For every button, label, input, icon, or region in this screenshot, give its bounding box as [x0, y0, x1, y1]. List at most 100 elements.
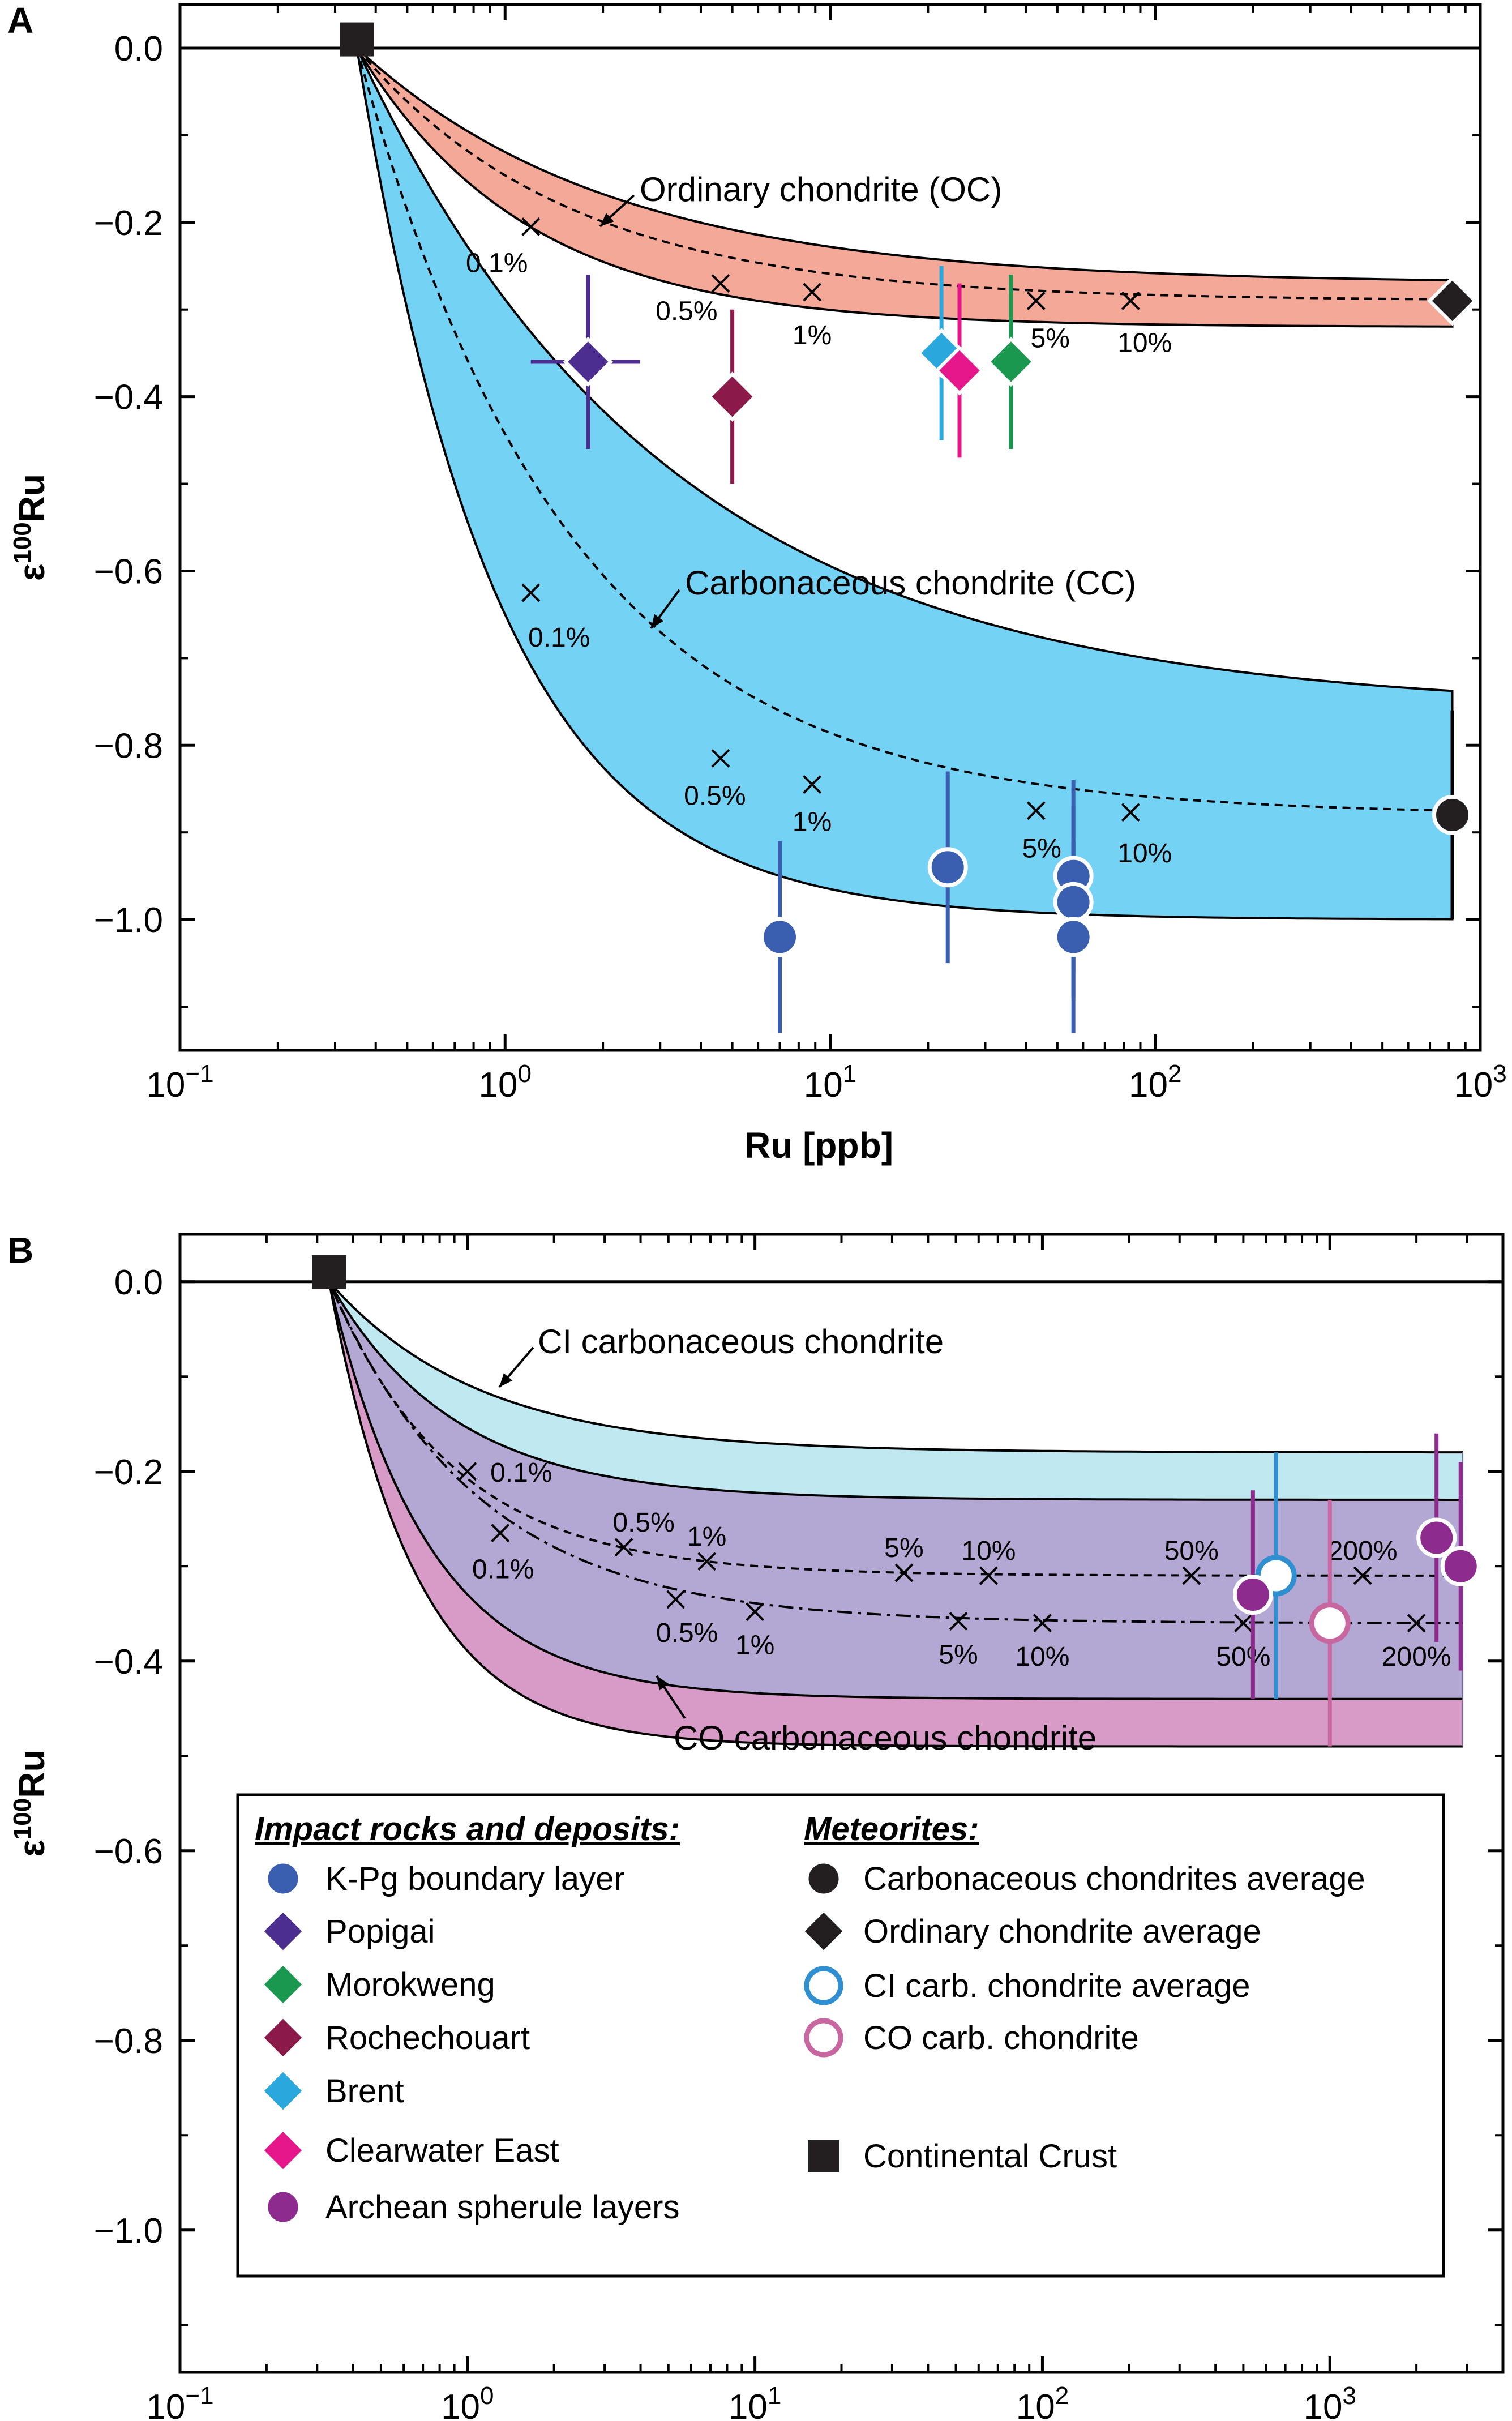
- b-y-tick-label: −0.2: [94, 1453, 163, 1492]
- legend-marker-k-pg-boundary-layer: [264, 1859, 302, 1898]
- co-mix-mark: [1233, 1614, 1253, 1633]
- a-y-axis-label: ε100Ru: [8, 474, 52, 581]
- ci-mix-mark: [697, 1552, 716, 1571]
- ci-mix-label: 1%: [687, 1522, 726, 1552]
- oc-mix-mark: [803, 283, 822, 302]
- ci-mix-mark: [458, 1462, 477, 1481]
- ci-mix-mark: [614, 1538, 633, 1557]
- a-point-k-pg-boundary-layer: [1053, 882, 1094, 922]
- legend-label: Popigai: [325, 1913, 435, 1950]
- a-x-tick-label: 100: [479, 1060, 532, 1105]
- co-curve-label: CO carbonaceous chondrite: [674, 1719, 1096, 1757]
- oc-mixing-line: [355, 47, 1453, 301]
- cc-label-arrow-head: [651, 614, 664, 628]
- cc-mix-label: 1%: [793, 807, 832, 837]
- ci-curve-label: CI carbonaceous chondrite: [538, 1323, 944, 1361]
- a-y-tick-label: −0.8: [94, 726, 163, 765]
- b-y-tick-label: −0.4: [94, 1642, 163, 1682]
- co-mix-label: 5%: [939, 1640, 978, 1670]
- co-mix-label: 0.5%: [656, 1618, 718, 1648]
- legend-marker-carbonaceous-chondrites-average: [804, 1859, 843, 1898]
- b-y-tick-label: −0.8: [94, 2022, 163, 2061]
- legend-label: Rochechouart: [325, 2020, 530, 2056]
- b-point-archean-spherule-layers: [1232, 1575, 1273, 1615]
- a-x-tick-label: 103: [1454, 1060, 1506, 1105]
- oc-mix-label: 0.5%: [656, 297, 717, 327]
- a-x-tick-label: 10−1: [146, 1060, 213, 1105]
- legend-label: Ordinary chondrite average: [863, 1913, 1261, 1950]
- oc-mix-label: 1%: [793, 320, 832, 350]
- ci-label-arrow-head: [499, 1373, 513, 1387]
- a-y-tick-label: −1.0: [94, 901, 163, 940]
- b-y-tick-label: 0.0: [114, 1263, 163, 1302]
- b-point-archean-spherule-layers: [1440, 1546, 1481, 1586]
- panel-a: 0.0 −0.2 −0.4 −0.6 −0.8 −1.0 10−1 100 101 102 103 R…: [7, 0, 1507, 1166]
- co-mix-mark: [949, 1611, 968, 1631]
- a-point-continental-crust: [340, 22, 374, 57]
- cc-mix-mark: [803, 775, 822, 794]
- oc-mix-label: 10%: [1117, 328, 1172, 358]
- ci-mix-label: 5%: [884, 1533, 923, 1563]
- co-mix-mark: [491, 1524, 510, 1543]
- legend-marker-morokweng: [259, 1961, 307, 2008]
- legend-marker-continental-crust: [808, 2140, 839, 2172]
- a-x-tick-label: 101: [804, 1060, 856, 1105]
- ci-mix-label: 200%: [1328, 1536, 1398, 1566]
- a-point-k-pg-boundary-layer: [760, 917, 800, 957]
- co-mix-mark: [1033, 1614, 1052, 1633]
- ci-mix-label: 10%: [961, 1536, 1016, 1566]
- band-edge-3: [328, 1281, 1463, 1748]
- legend: Impact rocks and deposits: Meteorites: K-P…: [236, 1793, 1445, 2278]
- b-point-archean-spherule-layers: [1416, 1517, 1457, 1558]
- oc-label-arrow-head: [600, 213, 614, 226]
- legend-marker-popigai: [259, 1907, 307, 1955]
- legend-marker-ci-carb-chondrite-average: [804, 1966, 843, 2005]
- legend-marker-clearwater-east: [259, 2127, 307, 2174]
- legend-label: Clearwater East: [325, 2132, 559, 2169]
- cc-mix-label: 10%: [1117, 839, 1172, 869]
- b-x-tick-label: 101: [729, 2382, 781, 2421]
- b-y-axis-label: ε100Ru: [8, 1750, 52, 1857]
- ci-co-overlap-band: [329, 1281, 1463, 1699]
- legend-marker-co-carb-chondrite: [804, 2018, 843, 2058]
- cc-mix-mark: [1121, 803, 1140, 822]
- a-panel-letter: A: [7, 0, 33, 41]
- legend-meteorite-heading: Meteorites:: [804, 1811, 979, 1847]
- cc-mix-label: 0.5%: [684, 781, 746, 811]
- b-point-co-carb-chondrite: [1309, 1602, 1351, 1644]
- oc-mix-mark: [1121, 291, 1140, 310]
- b-x-tick-label: 100: [441, 2382, 494, 2421]
- a-y-tick-label: −0.2: [94, 204, 163, 243]
- legend-label: K-Pg boundary layer: [325, 1860, 625, 1897]
- co-label-arrow-head: [657, 1676, 669, 1691]
- a-point-rochechouart: [707, 371, 757, 422]
- a-point-k-pg-boundary-layer: [927, 847, 968, 888]
- a-y-tick-label: −0.6: [94, 552, 163, 591]
- legend-label: Archean spherule layers: [325, 2189, 679, 2226]
- cc-mix-label: 5%: [1022, 834, 1061, 864]
- co-mix-mark: [666, 1590, 686, 1609]
- a-y-tick-label: 0.0: [114, 29, 163, 69]
- legend-label: Morokweng: [325, 1966, 495, 2003]
- a-point-carbonaceous-chondrites-average: [1432, 794, 1473, 835]
- b-x-tick-label: 10−1: [146, 2382, 213, 2421]
- co-mix-label: 50%: [1216, 1642, 1270, 1672]
- oc-mix-mark: [521, 217, 541, 236]
- ci-mix-mark: [1353, 1566, 1372, 1585]
- panel-b: 0.0 −0.2 −0.4 −0.6 −0.8 −1.0 10−1 100 101 102 103 R…: [7, 1230, 1505, 2421]
- a-point-ordinary-chondrite-average: [1427, 276, 1477, 326]
- band-edge-0: [328, 1281, 1463, 1454]
- b-x-tick-label: 102: [1016, 2382, 1069, 2421]
- legend-label: Continental Crust: [863, 2138, 1117, 2175]
- legend-label: CO carb. chondrite: [863, 2020, 1139, 2056]
- cc-mix-mark: [1026, 801, 1046, 820]
- legend-marker-archean-spherule-layers: [264, 2188, 302, 2226]
- b-x-tick-label: 103: [1304, 2382, 1356, 2421]
- oc-mix-label: 5%: [1031, 323, 1070, 353]
- cc-curve-label: Carbonaceous chondrite (CC): [685, 564, 1136, 602]
- band-edge-2: [328, 1281, 1463, 1501]
- legend-label: CI carb. chondrite average: [863, 1967, 1250, 2004]
- legend-impact-heading: Impact rocks and deposits:: [255, 1811, 680, 1847]
- ci-mix-mark: [1182, 1566, 1201, 1585]
